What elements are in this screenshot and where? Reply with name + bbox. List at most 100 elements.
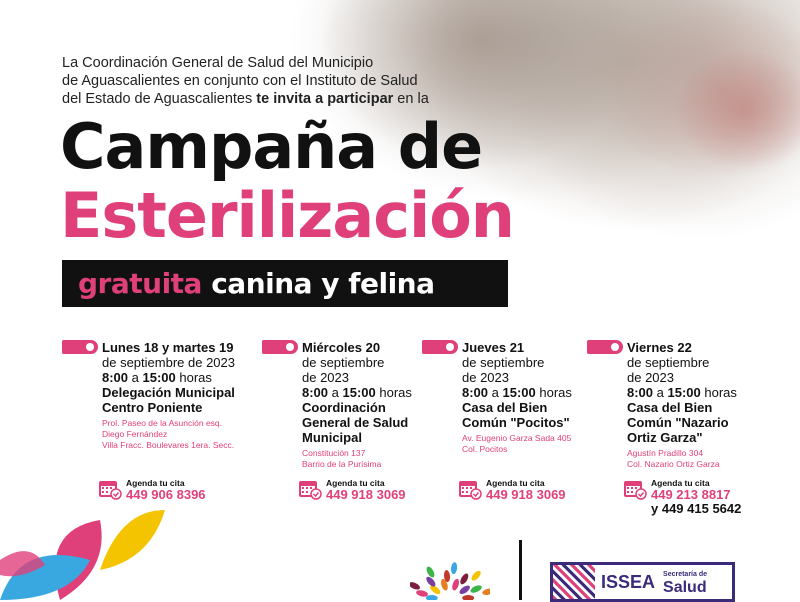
event-day: Miércoles 20 [302,340,381,355]
agenda-text: Agenda tu cita 449 213 8817 y 449 415 5642 [651,478,741,516]
tree-leaf [451,562,458,575]
event-place: General de Salud [302,415,409,430]
intro-text-part: en la [393,91,429,107]
title-line-2: Esterilización [60,179,515,252]
event-address: Agustín Pradillo 304 Col. Nazario Ortiz G… [627,448,797,470]
agenda-label: Agenda tu cita [326,478,385,488]
intro-line: La Coordinación General de Salud del Mun… [62,55,374,71]
event-place: Municipal [302,430,362,445]
address-line: Diego Fernández [102,429,168,439]
event-day: Viernes 22 [627,340,692,355]
intro-text: La Coordinación General de Salud del Mun… [62,54,582,108]
hours-text: horas [535,385,572,400]
to-text: a [328,385,343,400]
address-line: Barrio de la Purísima [302,459,382,469]
event-hours: 8:00 a 15:00 horas [102,370,258,385]
address-line: Villa Fracc. Boulevares 1era. Secc. [102,440,235,450]
tree-leaf [426,576,436,587]
end-time: 15:00 [502,385,536,400]
event-place: Coordinación [302,400,386,415]
invite-emphasis: te invita a participar [256,91,394,107]
to-text: a [128,370,143,385]
event-details: Lunes 18 y martes 19 de septiembre de 202… [62,340,258,451]
tree-leaf [425,594,438,600]
intro-text-part: del Estado de Aguascalientes [62,91,257,107]
start-time: 8:00 [627,385,654,400]
event-day: Jueves 21 [462,340,525,355]
event-hours: 8:00 a 15:00 horas [462,385,585,400]
address-line: Agustín Pradillo 304 [627,448,704,458]
calendar-check-icon [624,481,647,500]
salud-text: Salud [663,578,707,596]
tag-icon [62,340,98,354]
event-address: Av. Eugenio Garza Sada 405 Col. Pocitos [462,433,585,455]
phone-number: 449 918 3069 [326,487,406,502]
phone-number: 449 906 8396 [126,487,206,502]
cat-photo-overlay [0,0,800,300]
agenda-label: Agenda tu cita [651,478,710,488]
to-text: a [653,385,668,400]
tree-leaf [462,595,475,600]
event-place: Delegación Municipal [102,385,235,400]
calendar-check-icon [99,481,122,500]
start-time: 8:00 [302,385,329,400]
secretaria-salud-logo: Secretaría de Salud [663,569,707,596]
issea-pattern [553,565,595,599]
event-date: de 2023 [302,370,349,385]
agenda-block: Agenda tu cita 449 918 3069 [298,470,420,502]
event-place: Casa del Bien [627,400,713,415]
agenda-text: Agenda tu cita 449 918 3069 [326,478,406,502]
tag-icon [587,340,623,354]
event-place: Ortiz Garza" [627,430,703,445]
calendar-check-icon [299,481,322,500]
end-time: 15:00 [142,370,176,385]
start-time: 8:00 [462,385,489,400]
tree-leaf [482,588,490,595]
intro-line: de Aguascalientes en conjunto con el Ins… [62,73,418,89]
tree-leaf [470,585,482,593]
tag-icon [422,340,458,354]
event-hours: 8:00 a 15:00 horas [627,385,797,400]
phone-number: 449 213 8817 [651,487,731,502]
tree-leaf [443,570,451,583]
subtitle-white: canina y felina [201,267,435,300]
issea-text: ISSEA [601,571,656,592]
end-time: 15:00 [342,385,376,400]
tree-leaf [459,585,470,595]
end-time: 15:00 [667,385,701,400]
event-place: Común "Pocitos" [462,415,570,430]
tree-leaf [430,585,441,595]
start-time: 8:00 [102,370,129,385]
tree-leaf [426,566,435,578]
municipio-tree-logo [410,562,490,600]
hours-text: horas [700,385,737,400]
subtitle-bar: gratuita canina y felina [62,260,508,307]
address-line: Av. Eugenio Garza Sada 405 [462,433,572,443]
agenda-text: Agenda tu cita 449 918 3069 [486,478,566,502]
tree-leaf [440,578,448,591]
phone-number: 449 918 3069 [486,487,566,502]
hours-text: horas [375,385,412,400]
issea-logo: ISSEA Secretaría de Salud [550,562,735,602]
address-line: Col. Nazario Ortiz Garza [627,459,720,469]
address-line: Constitución 137 [302,448,366,458]
tree-leaf [460,573,469,585]
event-column: Jueves 21 de septiembre de 2023 8:00 a 15:0… [422,340,585,502]
event-column: Viernes 22 de septiembre de 2023 8:00 a 15:… [587,340,797,516]
address-line: Prol. Paseo de la Asunción esq. [102,418,223,428]
to-text: a [488,385,503,400]
decorative-leaves [0,510,165,600]
phone-number-2: y 449 415 5642 [651,501,742,516]
event-hours: 8:00 a 15:00 horas [302,385,420,400]
event-date: de 2023 [462,370,509,385]
event-date: de 2023 [627,370,674,385]
event-date: de septiembre de 2023 [102,355,235,370]
tree-leaf [452,578,460,591]
event-column: Miércoles 20 de septiembre de 2023 8:00 a 1… [262,340,420,502]
event-date: de septiembre [462,355,545,370]
tree-leaf [416,590,428,597]
event-details: Jueves 21 de septiembre de 2023 8:00 a 15:0… [422,340,585,455]
event-day: Lunes 18 y martes 19 [102,340,234,355]
secretaria-text: Secretaría de [663,570,708,578]
agenda-label: Agenda tu cita [486,478,545,488]
